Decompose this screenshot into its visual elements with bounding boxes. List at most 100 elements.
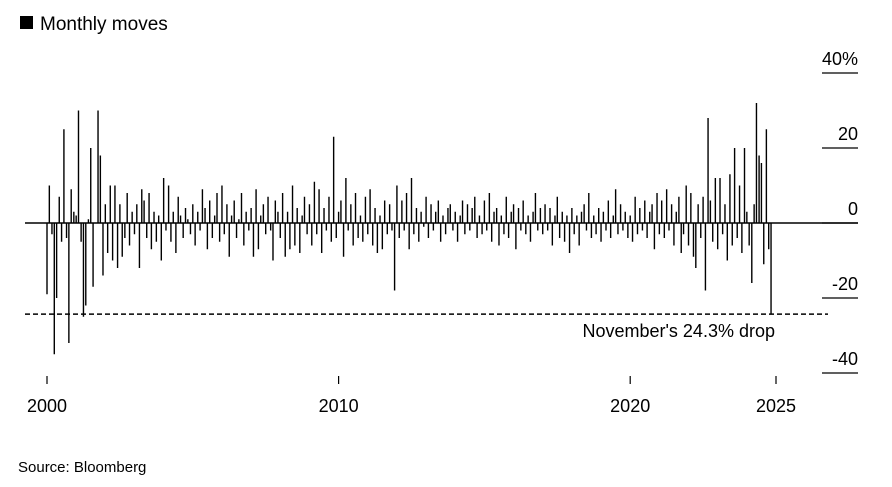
bar xyxy=(704,223,707,291)
bar xyxy=(109,185,111,223)
bar xyxy=(651,204,653,223)
bar xyxy=(345,178,347,223)
bar xyxy=(668,223,670,231)
bar xyxy=(464,223,466,235)
bar xyxy=(456,223,459,242)
bar xyxy=(680,223,682,253)
bar xyxy=(206,223,209,250)
bar xyxy=(359,215,362,223)
bar xyxy=(580,211,583,223)
bar xyxy=(442,215,444,223)
bar xyxy=(542,223,544,235)
bar xyxy=(498,223,500,246)
bar xyxy=(755,103,758,223)
bar xyxy=(639,208,641,223)
bar xyxy=(634,196,636,223)
bar xyxy=(649,211,651,223)
bar xyxy=(714,178,717,223)
bar xyxy=(267,196,269,223)
bar xyxy=(308,204,311,223)
bar xyxy=(413,223,415,235)
bar xyxy=(636,223,639,235)
bar xyxy=(746,211,748,223)
bar xyxy=(760,163,763,223)
bar xyxy=(388,204,391,223)
bar xyxy=(155,223,158,242)
bar xyxy=(396,185,398,223)
bar xyxy=(102,223,104,276)
bar xyxy=(68,223,70,343)
bar xyxy=(175,223,177,253)
bar xyxy=(170,223,172,242)
x-tick-label: 2025 xyxy=(756,396,796,416)
bar xyxy=(578,223,580,246)
bar xyxy=(187,219,189,223)
bar xyxy=(743,148,746,223)
bar xyxy=(583,204,585,223)
bar xyxy=(289,223,291,250)
bar xyxy=(362,223,364,242)
bar xyxy=(223,223,225,235)
bar xyxy=(532,211,534,223)
bar xyxy=(685,185,687,223)
bar xyxy=(644,200,646,223)
bar xyxy=(483,200,486,223)
bar xyxy=(469,223,471,231)
bar xyxy=(60,223,63,242)
bar xyxy=(243,223,245,246)
bar xyxy=(741,223,743,253)
bar xyxy=(505,196,507,223)
bar xyxy=(141,189,143,223)
bar xyxy=(311,223,313,246)
bar xyxy=(260,215,262,223)
bar xyxy=(99,155,102,223)
bar xyxy=(211,223,214,238)
bar xyxy=(372,223,374,246)
bar xyxy=(73,211,75,223)
bar xyxy=(520,223,522,231)
bar xyxy=(318,189,320,223)
bar xyxy=(284,223,286,257)
bar xyxy=(415,208,418,223)
bar xyxy=(614,189,617,223)
bar xyxy=(595,223,597,235)
bar xyxy=(481,223,483,235)
bar xyxy=(729,174,731,223)
bar xyxy=(617,223,619,235)
bar xyxy=(510,211,512,223)
bar xyxy=(143,200,145,223)
bar xyxy=(90,148,92,223)
bar xyxy=(452,223,454,231)
bar xyxy=(427,223,430,238)
bar xyxy=(763,223,765,265)
bar xyxy=(391,223,393,231)
y-tick-label: -20 xyxy=(832,274,858,294)
bar xyxy=(262,204,265,223)
bar xyxy=(269,223,272,231)
y-tick-label: 40% xyxy=(822,49,858,69)
bar xyxy=(153,211,155,223)
bar xyxy=(328,196,330,223)
bar xyxy=(274,200,277,223)
bar xyxy=(612,215,614,223)
y-tick-label: 0 xyxy=(848,199,858,219)
bar xyxy=(719,178,721,223)
bar xyxy=(157,215,160,223)
bar xyxy=(605,223,607,231)
bar xyxy=(160,223,163,261)
bar xyxy=(602,211,605,223)
bar xyxy=(522,200,524,223)
bar xyxy=(682,223,685,235)
bar xyxy=(240,193,243,223)
bar xyxy=(768,223,770,250)
bar xyxy=(549,208,551,223)
bar xyxy=(738,185,741,223)
bar xyxy=(340,200,342,223)
bar xyxy=(631,223,634,242)
bar xyxy=(245,211,247,223)
bar xyxy=(75,215,77,223)
bar xyxy=(162,178,165,223)
bar xyxy=(702,196,704,223)
y-tick-label: 20 xyxy=(838,124,858,144)
bar xyxy=(656,193,658,223)
